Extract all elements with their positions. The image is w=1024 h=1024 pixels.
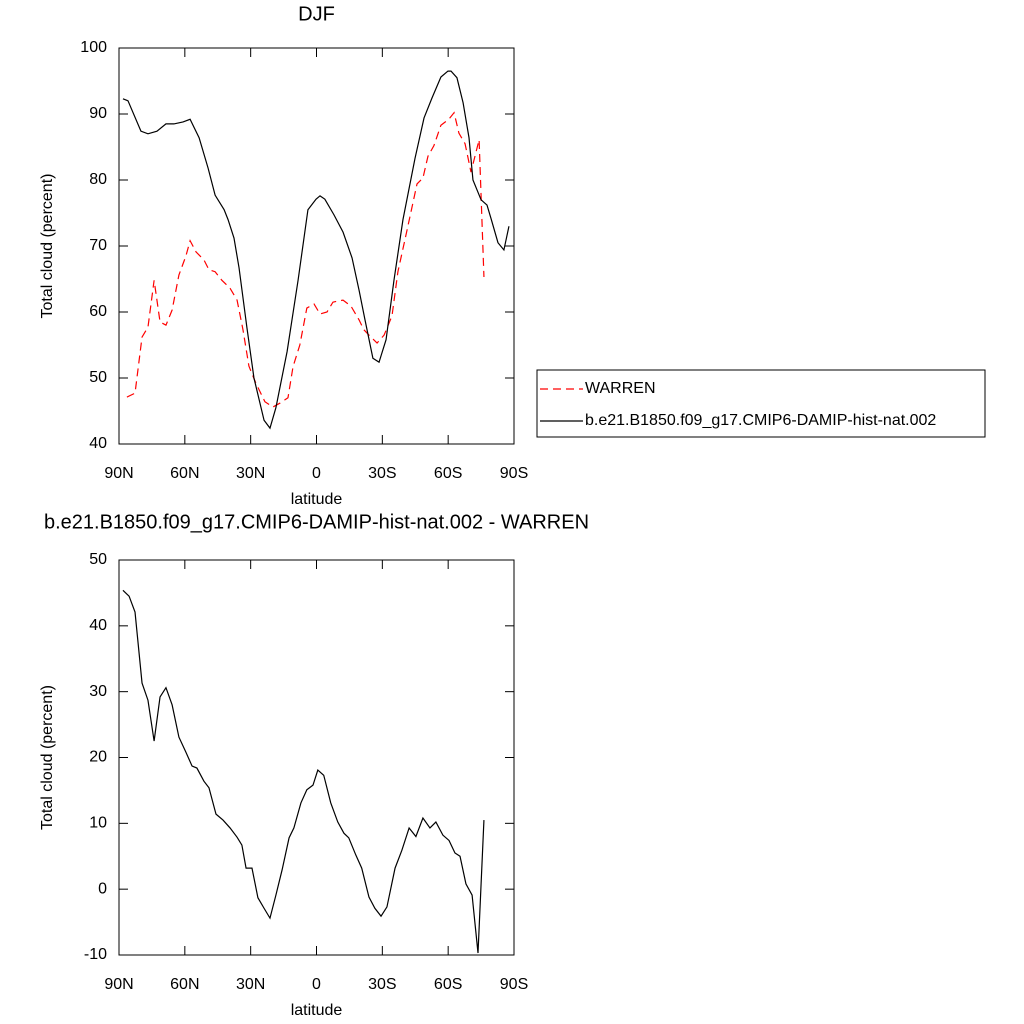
x-tick-label: 30N <box>236 465 265 482</box>
x-axis-label: latitude <box>291 491 343 508</box>
data-line <box>122 70 510 430</box>
legend-box <box>536 369 986 438</box>
y-tick-label: 90 <box>89 105 107 122</box>
legend: WARREN b.e21.B1850.f09_g17.CMIP6-DAMIP-hi… <box>536 369 986 438</box>
y-tick-label: 80 <box>89 171 107 188</box>
x-tick-label: 0 <box>312 465 321 482</box>
y-tick-label: 50 <box>89 369 107 386</box>
y-tick-label: 40 <box>89 617 107 634</box>
panel: DJF latitude Total cloud (percent) 40 50 60 70… <box>39 3 986 508</box>
plot-frame <box>118 559 515 956</box>
y-axis-label: Total cloud (percent) <box>39 174 56 319</box>
y-tick-label: 30 <box>89 683 107 700</box>
x-tick-label: 30N <box>236 976 265 993</box>
x-axis-label: latitude <box>291 1002 343 1019</box>
x-tick-label: 60S <box>434 976 462 993</box>
y-tick-label: 10 <box>89 815 107 832</box>
x-tick-label: 30S <box>368 976 396 993</box>
y-tick-label: 100 <box>80 39 107 56</box>
x-tick-label: 90N <box>104 465 133 482</box>
y-tick-label: 0 <box>98 880 107 897</box>
y-tick-label: 70 <box>89 237 107 254</box>
x-tick-label: 60S <box>434 465 462 482</box>
x-tick-label: 90S <box>500 976 528 993</box>
y-tick-label: 60 <box>89 303 107 320</box>
data-line <box>126 111 485 408</box>
y-tick-label: 40 <box>89 435 107 452</box>
panel: b.e21.B1850.f09_g17.CMIP6-DAMIP-hist-nat… <box>39 511 589 1019</box>
y-tick-label: 20 <box>89 749 107 766</box>
plot-frame <box>118 47 515 445</box>
x-tick-label: 30S <box>368 465 396 482</box>
legend-label: b.e21.B1850.f09_g17.CMIP6-DAMIP-hist-nat… <box>585 412 936 429</box>
y-tick-label: 50 <box>89 551 107 568</box>
y-tick-label: -10 <box>84 946 107 963</box>
chart-title: DJF <box>298 3 335 25</box>
x-tick-label: 0 <box>312 976 321 993</box>
y-axis-label: Total cloud (percent) <box>39 685 56 830</box>
x-tick-label: 60N <box>170 465 199 482</box>
x-tick-label: 90N <box>104 976 133 993</box>
x-tick-label: 90S <box>500 465 528 482</box>
chart-title: b.e21.B1850.f09_g17.CMIP6-DAMIP-hist-nat… <box>44 511 589 533</box>
legend-label: WARREN <box>585 380 656 397</box>
data-line <box>122 589 485 954</box>
x-tick-label: 60N <box>170 976 199 993</box>
